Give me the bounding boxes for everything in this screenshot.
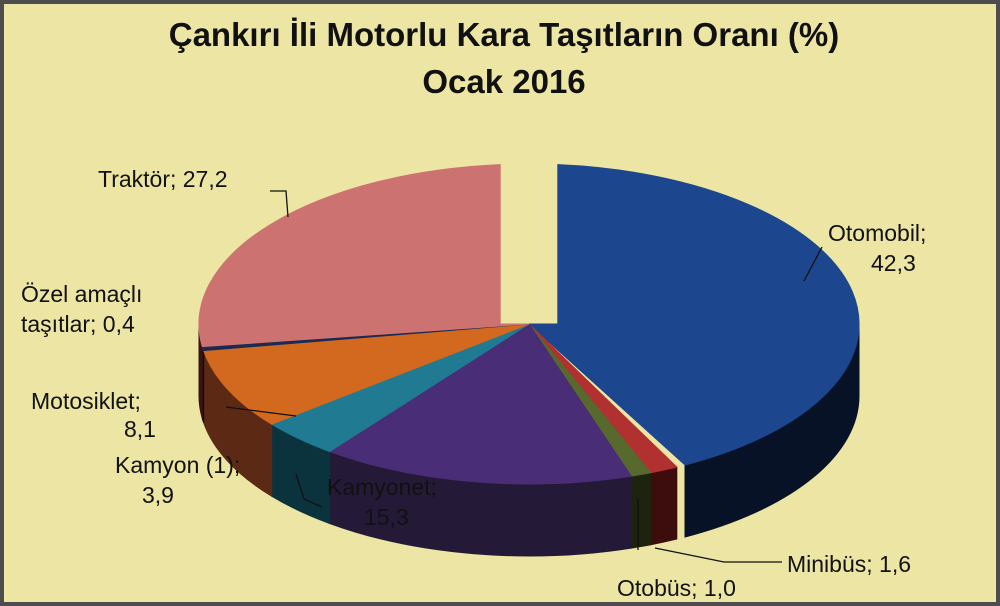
svg-text:8,1: 8,1 xyxy=(124,416,156,442)
svg-text:Otomobil;: Otomobil; xyxy=(828,220,926,246)
svg-text:Minibüs; 1,6: Minibüs; 1,6 xyxy=(787,551,911,577)
svg-text:Traktör; 27,2: Traktör; 27,2 xyxy=(98,166,228,192)
svg-text:15,3: 15,3 xyxy=(364,504,409,530)
svg-text:3,9: 3,9 xyxy=(142,482,174,508)
svg-text:Motosiklet;: Motosiklet; xyxy=(31,388,141,414)
svg-text:42,3: 42,3 xyxy=(871,250,916,276)
svg-text:taşıtlar; 0,4: taşıtlar; 0,4 xyxy=(21,311,135,337)
svg-text:Kamyonet;: Kamyonet; xyxy=(327,474,437,500)
svg-text:Özel amaçlı: Özel amaçlı xyxy=(21,281,142,307)
svg-text:Kamyon (1);: Kamyon (1); xyxy=(115,452,240,478)
svg-text:Otobüs; 1,0: Otobüs; 1,0 xyxy=(617,575,736,601)
